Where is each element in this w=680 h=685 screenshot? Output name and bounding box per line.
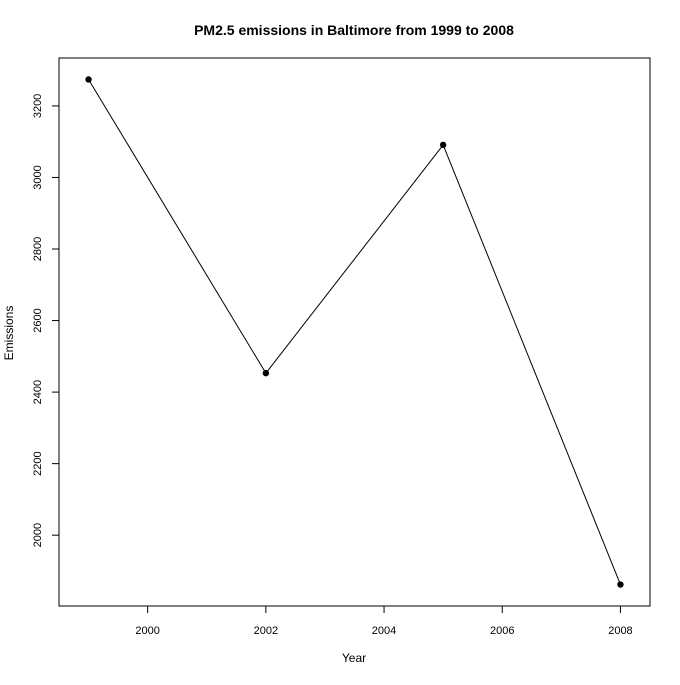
x-tick-label: 2002 — [254, 625, 278, 637]
plot-layer: 2000 2002 2004 2006 2008 2000 2200 2400 2600 2800… — [32, 57, 651, 637]
y-tick-label: 2400 — [32, 380, 44, 404]
data-point — [262, 369, 270, 377]
x-tick-label: 2008 — [608, 625, 632, 637]
x-tick-label: 2004 — [372, 625, 396, 637]
y-tick-label: 2800 — [32, 237, 44, 261]
y-axis-label: Emissions — [2, 306, 16, 361]
x-tick-label: 2000 — [135, 625, 159, 637]
series-line-segment — [442, 144, 621, 585]
series-line-segment — [88, 79, 267, 374]
x-axis-label: Year — [342, 651, 366, 665]
series-line-segment — [265, 144, 444, 374]
chart-title: PM2.5 emissions in Baltimore from 1999 t… — [194, 22, 514, 38]
plot-frame — [58, 57, 651, 607]
data-point — [85, 76, 92, 83]
data-point — [439, 141, 447, 149]
y-tick-label: 2600 — [32, 308, 44, 332]
y-tick-label: 3000 — [32, 165, 44, 189]
data-point — [617, 581, 624, 588]
x-tick-label: 2006 — [490, 625, 514, 637]
y-tick-label: 2000 — [32, 523, 44, 547]
y-tick-label: 3200 — [32, 94, 44, 118]
y-tick-label: 2200 — [32, 451, 44, 475]
